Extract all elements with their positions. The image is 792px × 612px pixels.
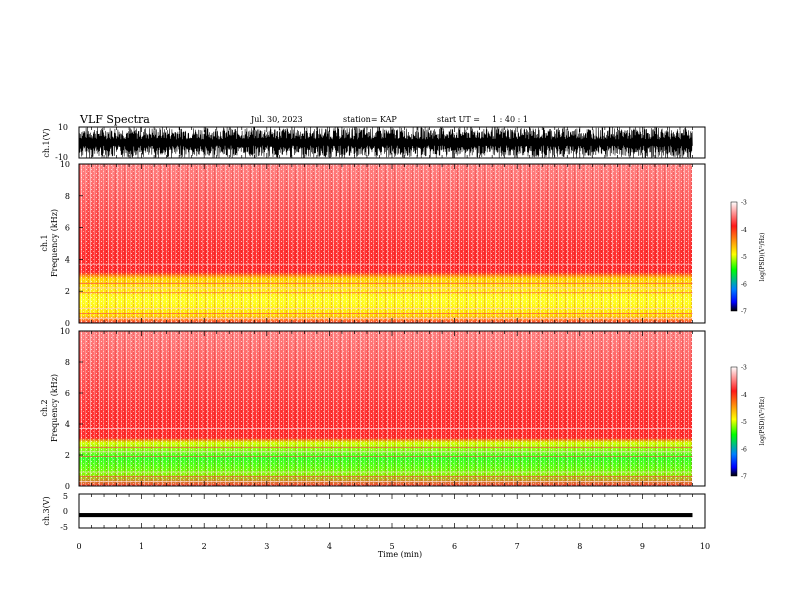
- ch1-colorbar-ticks: -3 -4 -5 -6 -7: [741, 200, 747, 316]
- time-tick-label: 0: [76, 542, 81, 551]
- station-prefix: station=: [343, 115, 378, 124]
- ch3-ylabel: ch.3(V): [42, 496, 51, 525]
- ch2-colorbar-label: log(PSD)(V²/Hz): [759, 397, 766, 446]
- time-tick-label: 8: [577, 542, 582, 551]
- frequency-tick-label: 4: [65, 420, 70, 429]
- ch1-colorbar: [730, 201, 738, 312]
- time-tick-label: 5: [389, 542, 394, 551]
- frequency-tick-label: 0: [65, 319, 70, 328]
- frequency-tick-label: 4: [65, 255, 70, 264]
- ch2-spec-ylabel: Frequency (kHz): [50, 374, 59, 442]
- start-prefix: start UT =: [437, 115, 480, 124]
- colorbar-tick-label: -6: [741, 281, 747, 288]
- ch1-ytick-bottom: -10: [55, 153, 68, 162]
- colorbar-tick-label: -7: [741, 474, 747, 481]
- time-tick-label: 9: [640, 542, 645, 551]
- time-tick-label: 4: [327, 542, 332, 551]
- date-label: Jul. 30, 2023: [250, 115, 303, 124]
- time-tick-label: 3: [264, 542, 269, 551]
- ch1-spectrogram-ticks: [78, 164, 706, 323]
- time-tick-label: 10: [700, 542, 710, 551]
- ch3-waveform-band: [79, 513, 693, 518]
- ch1-spec-ylabel: Frequency (kHz): [50, 209, 59, 277]
- ch2-spectrogram-ticks: [78, 331, 706, 486]
- station-value: KAP: [380, 115, 397, 124]
- ch2-colorbar: [730, 366, 738, 477]
- colorbar-tick-label: -7: [741, 309, 747, 316]
- ch3-ticks: [78, 494, 706, 528]
- colorbar-tick-label: -3: [741, 200, 747, 207]
- frequency-tick-label: 8: [65, 192, 70, 201]
- ch3-waveform-panel: 5 0 -5 ch.3(V): [42, 492, 706, 532]
- frequency-tick-label: 6: [65, 389, 70, 398]
- colorbar-tick-label: -5: [741, 419, 747, 426]
- ch1-frequency-tick-labels: 0 2 4 6 8 10: [60, 160, 83, 328]
- start-time: 1 : 40 : 1: [492, 115, 528, 124]
- frequency-tick-label: 0: [65, 482, 70, 491]
- time-tick-label: 7: [515, 542, 520, 551]
- time-axis-tick-labels: 0 1 2 3 4 5 6 7 8 9 10: [76, 542, 710, 551]
- frequency-tick-label: 2: [65, 287, 70, 296]
- colorbar-tick-label: -4: [741, 392, 747, 399]
- colorbar-tick-label: -4: [741, 227, 747, 234]
- ch2-spectrogram-lines: [79, 428, 693, 482]
- ch1-spectrogram-lines: [79, 263, 693, 319]
- ch1-ticks: [78, 127, 706, 158]
- ch2-colorbar-ticks: -3 -4 -5 -6 -7: [741, 365, 747, 481]
- ch2-frequency-tick-labels: 0 2 4 6 8 10: [60, 327, 83, 491]
- colorbar-tick-label: -6: [741, 446, 747, 453]
- time-tick-label: 6: [452, 542, 457, 551]
- ch1-ylabel: ch.1(V): [42, 128, 51, 157]
- colorbar-tick-label: -5: [741, 254, 747, 261]
- frequency-tick-label: 10: [60, 327, 70, 336]
- frequency-tick-label: 6: [65, 224, 70, 233]
- frequency-tick-label: 8: [65, 358, 70, 367]
- ch1-waveform-line: [79, 126, 693, 159]
- ch3-ytick-top: 5: [63, 492, 68, 501]
- colorbar-tick-label: -3: [741, 365, 747, 372]
- time-axis-label: Time (min): [378, 550, 422, 559]
- ch3-ytick-bottom: -5: [60, 523, 68, 532]
- ch3-ytick-mid: 0: [63, 507, 68, 516]
- frequency-tick-label: 2: [65, 451, 70, 460]
- figure-title: VLF Spectra: [79, 113, 150, 126]
- ch1-colorbar-label: log(PSD)(V²/Hz): [759, 233, 766, 282]
- ch1-waveform-trace: [79, 126, 693, 159]
- ch1-spec-ylabel-top: ch.1: [40, 234, 49, 251]
- time-tick-label: 2: [202, 542, 207, 551]
- ch1-waveform-panel: 10 -10 ch.1(V): [42, 123, 706, 162]
- time-tick-label: 1: [139, 542, 144, 551]
- ch1-ytick-top: 10: [58, 123, 68, 132]
- ch2-spec-ylabel-top: ch.2: [40, 399, 49, 416]
- frequency-tick-label: 10: [60, 160, 70, 169]
